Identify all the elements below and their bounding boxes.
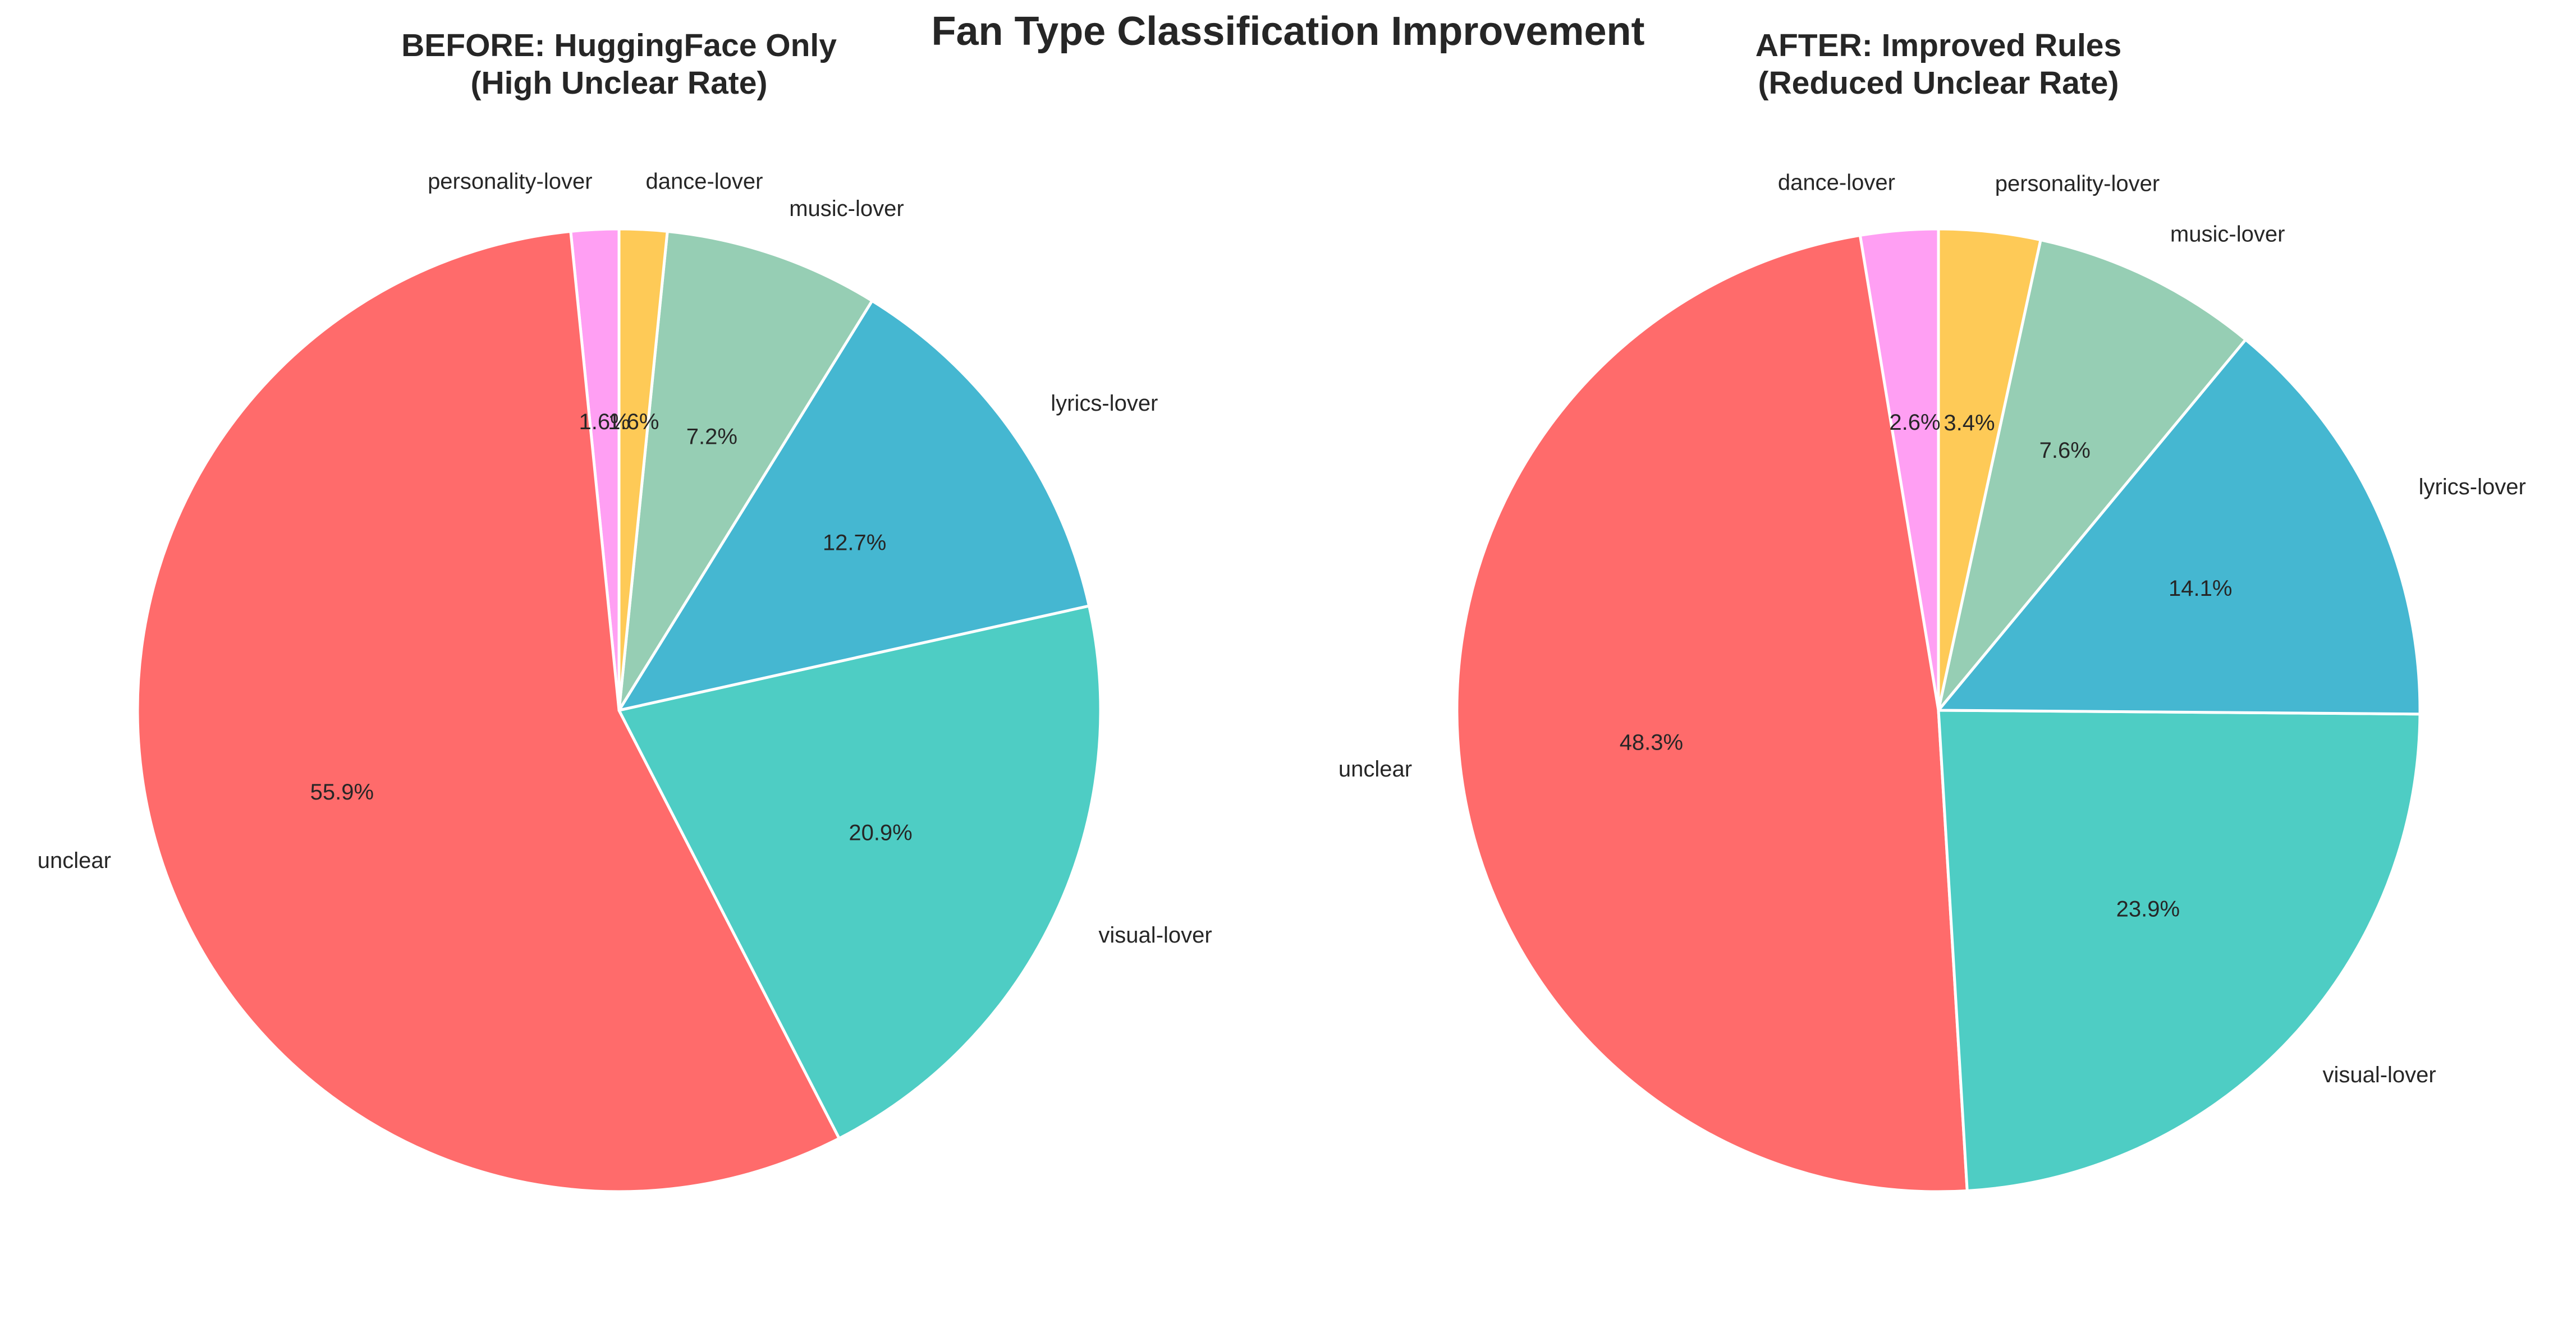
pct-label-visual-lover: 23.9%: [2116, 897, 2180, 921]
slice-label-unclear: unclear: [38, 848, 111, 873]
pie-slices: [1455, 227, 2422, 1193]
figure-title: Fan Type Classification Improvement: [932, 9, 1645, 54]
slice-label-visual-lover: visual-lover: [2322, 1063, 2436, 1087]
pie-slice-music-lover: [617, 229, 874, 712]
pct-label-music-lover: 7.6%: [2039, 438, 2091, 463]
pie-slice-lyrics-lover: [617, 299, 1091, 712]
pie-title-line-1: AFTER: Improved Rules: [1755, 27, 2121, 63]
pie-title-line-2: (Reduced Unclear Rate): [1758, 65, 2119, 101]
slice-label-personality-lover: personality-lover: [1995, 172, 2160, 196]
pct-label-personality-lover: 3.4%: [1944, 411, 1995, 435]
pie-chart-2: AFTER: Improved Rules(Reduced Unclear Ra…: [1339, 27, 2526, 1193]
pie-slice-unclear: [1455, 233, 1969, 1193]
pie-slice-personality-lover: [1937, 227, 2042, 712]
slice-label-lyrics-lover: lyrics-lover: [2419, 475, 2526, 499]
pie-slice-visual-lover: [617, 604, 1102, 1140]
slice-label-visual-lover: visual-lover: [1098, 923, 1212, 948]
pct-label-unclear: 48.3%: [1620, 730, 1683, 755]
pie-title-line-2: (High Unclear Rate): [471, 65, 768, 101]
pie-labels: personality-lover 1.6% unclear 55.9% visual-…: [38, 169, 1212, 947]
slice-label-personality-lover: personality-lover: [428, 169, 592, 194]
pie-title-line-1: BEFORE: HuggingFace Only: [401, 27, 837, 63]
pct-label-personality-lover: 1.6%: [579, 410, 630, 434]
pie-slice-visual-lover: [1937, 709, 2422, 1192]
slice-label-lyrics-lover: lyrics-lover: [1051, 391, 1158, 416]
pct-label-music-lover: 7.2%: [686, 424, 737, 449]
slice-label-dance-lover: dance-lover: [1778, 170, 1895, 195]
pie-chart-1: BEFORE: HuggingFace Only(High Unclear Ra…: [38, 27, 1212, 1193]
pct-label-lyrics-lover: 14.1%: [2169, 576, 2232, 601]
pie-slice-lyrics-lover: [1937, 338, 2422, 716]
pct-label-dance-lover: 1.6%: [608, 410, 659, 434]
pct-label-dance-lover: 2.6%: [1889, 410, 1940, 435]
pie-slices: [136, 227, 1102, 1193]
slice-label-music-lover: music-lover: [2170, 222, 2285, 246]
slice-label-unclear: unclear: [1339, 757, 1412, 782]
slice-label-music-lover: music-lover: [789, 196, 904, 221]
pct-label-unclear: 55.9%: [310, 780, 374, 805]
pie-labels: dance-lover 2.6% unclear 48.3% visual-lover 2…: [1339, 170, 2526, 1087]
pie-slice-unclear: [136, 229, 841, 1193]
pie-charts: BEFORE: HuggingFace Only(High Unclear Ra…: [38, 27, 2526, 1193]
slice-label-dance-lover: dance-lover: [645, 169, 763, 194]
pct-label-visual-lover: 20.9%: [849, 821, 912, 845]
pct-label-lyrics-lover: 12.7%: [823, 531, 886, 555]
pie-slice-dance-lover: [617, 227, 669, 712]
